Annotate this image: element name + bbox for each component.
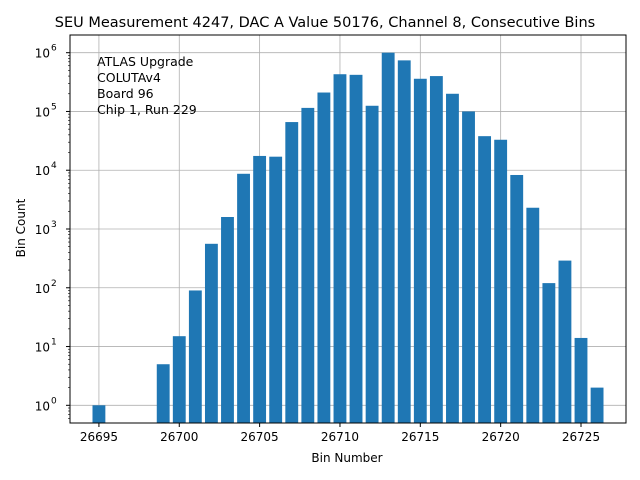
bar (237, 173, 250, 423)
x-tick-label: 26715 (401, 430, 439, 444)
bar (381, 52, 395, 423)
annotation-line: ATLAS Upgrade (97, 54, 194, 69)
bar (413, 78, 427, 424)
x-tick-label: 26710 (321, 430, 359, 444)
bar (397, 60, 411, 423)
bar (172, 336, 186, 423)
y-tick-base: 10 (35, 164, 50, 178)
bar (494, 139, 508, 424)
x-tick-label: 26705 (241, 430, 279, 444)
y-tick-base: 10 (35, 223, 50, 237)
x-axis: 26695 26700 26705 26710 26715 26720 26725 (80, 423, 600, 444)
bar (253, 155, 267, 423)
bar (429, 76, 443, 424)
y-tick-label: 10 (35, 282, 50, 296)
y-tick-base: 10 (35, 105, 50, 119)
x-tick-label: 26695 (80, 430, 118, 444)
annotation-line: COLUTAv4 (97, 70, 161, 85)
chart-title: SEU Measurement 4247, DAC A Value 50176,… (55, 15, 595, 31)
y-tick-exponent: 1 (51, 338, 57, 348)
bar (204, 243, 218, 423)
x-tick-label: 26720 (482, 430, 520, 444)
y-tick-exponent: 6 (51, 44, 57, 54)
bar (365, 105, 379, 424)
bar (333, 74, 347, 423)
y-axis-label: Bin Count (14, 198, 28, 257)
y-tick-label: 10 (35, 223, 50, 237)
y-tick-label: 10 (35, 47, 50, 61)
bar (188, 290, 202, 423)
bar (92, 405, 106, 423)
annotation-line: Board 96 (97, 86, 154, 101)
y-tick-base: 10 (35, 399, 50, 413)
y-tick-label: 10 (35, 341, 50, 355)
bar (269, 156, 283, 424)
y-tick-label: 10 (35, 164, 50, 178)
y-tick-exponent: 5 (51, 102, 57, 112)
y-tick-exponent: 4 (51, 161, 57, 171)
bar (446, 93, 459, 424)
bar (285, 122, 299, 423)
bar (558, 260, 572, 423)
y-tick-label: 10 (35, 105, 50, 119)
bar (221, 217, 234, 423)
bar (301, 107, 315, 424)
bar (317, 92, 331, 423)
bar (590, 387, 604, 423)
bar (510, 174, 524, 423)
y-tick-label: 10 (35, 399, 50, 413)
y-tick-exponent: 3 (51, 220, 57, 230)
annotation-line: Chip 1, Run 229 (97, 102, 197, 117)
bar (349, 74, 363, 423)
x-tick-label: 26700 (160, 430, 198, 444)
bar (574, 337, 588, 423)
y-tick-base: 10 (35, 341, 50, 355)
bar (462, 111, 475, 423)
bars (92, 52, 604, 424)
bar (478, 136, 492, 423)
y-tick-exponent: 2 (51, 279, 57, 289)
bar (156, 364, 170, 423)
x-axis-label: Bin Number (311, 451, 382, 465)
bar (542, 283, 556, 423)
x-tick-label: 26725 (562, 430, 600, 444)
y-tick-exponent: 0 (51, 396, 57, 406)
y-tick-base: 10 (35, 47, 50, 61)
bar (526, 207, 540, 423)
y-tick-base: 10 (35, 282, 50, 296)
